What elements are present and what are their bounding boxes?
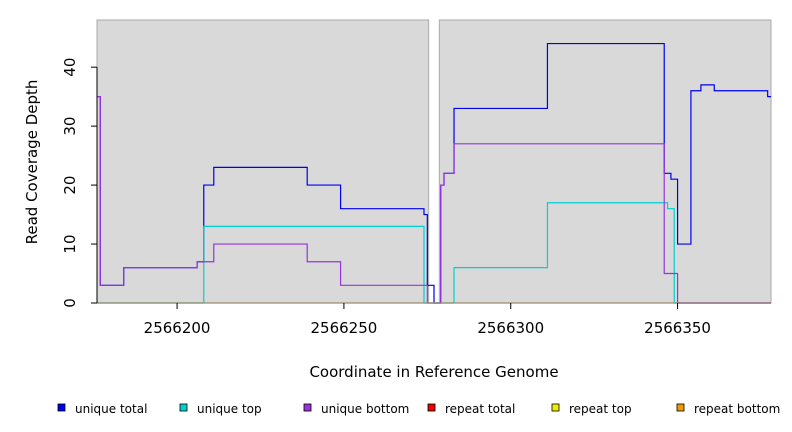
- y-tick-label: 20: [61, 176, 79, 195]
- plot-panel-left: [96, 19, 430, 304]
- legend-swatch-repeat-top: [551, 403, 560, 412]
- x-axis-label: Coordinate in Reference Genome: [309, 363, 558, 381]
- y-axis: 0 10 20 30 40: [61, 58, 98, 308]
- y-tick-label: 40: [61, 58, 79, 77]
- x-tick-label: 2566350: [644, 319, 711, 337]
- plot-panel-right: [438, 19, 772, 304]
- x-axis: 2566200 2566250 2566300 2566350: [97, 302, 771, 337]
- legend-swatch-unique-top: [179, 403, 188, 412]
- series-line-unique-top: [97, 202, 771, 304]
- legend-swatch-unique-total: [57, 403, 66, 412]
- series-line-unique-bottom: [97, 96, 771, 304]
- legend-swatch-repeat-bottom: [676, 403, 685, 412]
- legend-swatch-repeat-total: [427, 403, 436, 412]
- y-tick-label: 30: [61, 117, 79, 136]
- legend-label: repeat top: [569, 402, 632, 416]
- legend-label: unique top: [197, 402, 262, 416]
- legend-label: unique total: [75, 402, 147, 416]
- x-tick-label: 2566300: [477, 319, 544, 337]
- legend: unique total unique top unique bottom repea…: [57, 402, 780, 416]
- x-tick-label: 2566200: [144, 319, 211, 337]
- y-tick-label: 0: [61, 298, 79, 308]
- x-tick-label: 2566250: [311, 319, 378, 337]
- y-axis-label: Read Coverage Depth: [23, 80, 41, 245]
- legend-label: repeat bottom: [694, 402, 780, 416]
- legend-label: repeat total: [445, 402, 515, 416]
- legend-swatch-unique-bottom: [303, 403, 312, 412]
- y-tick-label: 10: [61, 234, 79, 253]
- legend-label: unique bottom: [321, 402, 409, 416]
